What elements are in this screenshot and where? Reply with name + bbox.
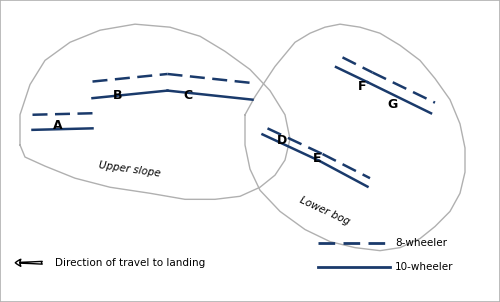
Text: A: A [52,119,62,132]
Text: Lower bog: Lower bog [298,195,352,227]
Text: F: F [358,79,367,93]
Text: Direction of travel to landing: Direction of travel to landing [55,258,206,268]
Text: B: B [113,88,122,102]
Text: 8-wheeler: 8-wheeler [395,238,447,248]
Text: Upper slope: Upper slope [98,160,162,178]
Text: E: E [313,152,322,165]
Text: D: D [278,134,287,147]
Text: G: G [388,98,398,111]
Text: C: C [183,88,192,102]
Text: 10-wheeler: 10-wheeler [395,262,454,272]
